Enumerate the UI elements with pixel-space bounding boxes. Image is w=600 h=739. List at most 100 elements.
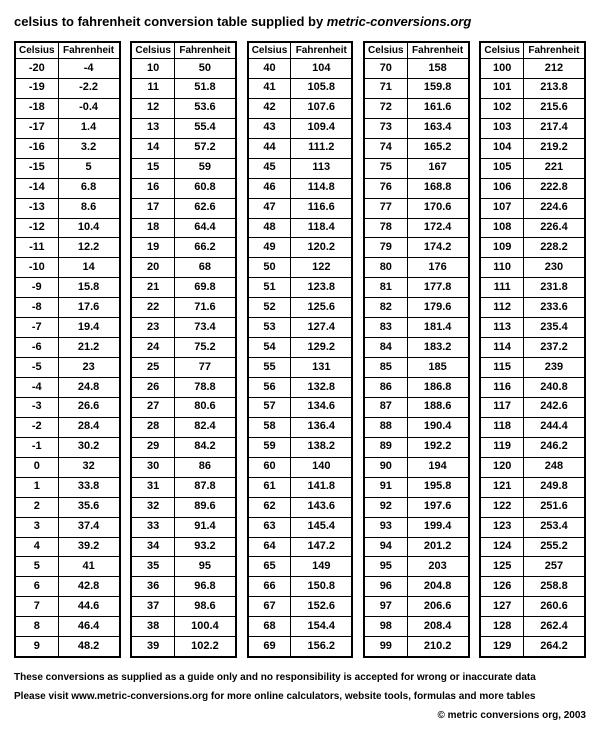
fahrenheit-cell: 113 [291, 158, 353, 178]
table-row: 1457.2 [131, 138, 236, 158]
fahrenheit-cell: 174.2 [407, 238, 469, 258]
fahrenheit-cell: 114.8 [291, 178, 353, 198]
fahrenheit-cell: 208.4 [407, 617, 469, 637]
table-row: 102215.6 [480, 98, 585, 118]
fahrenheit-cell: 253.4 [523, 517, 585, 537]
fahrenheit-cell: 82.4 [174, 417, 236, 437]
celsius-cell: -9 [15, 278, 58, 298]
celsius-cell: 38 [131, 617, 174, 637]
table-row: 1253.6 [131, 98, 236, 118]
fahrenheit-cell: 154.4 [291, 617, 353, 637]
celsius-cell: 71 [364, 78, 407, 98]
fahrenheit-cell: 185 [407, 358, 469, 378]
fahrenheit-cell: 201.2 [407, 537, 469, 557]
table-row: -424.8 [15, 378, 120, 398]
table-row: 235.6 [15, 497, 120, 517]
fahrenheit-cell: 206.6 [407, 597, 469, 617]
celsius-cell: 40 [248, 59, 291, 79]
celsius-cell: 18 [131, 218, 174, 238]
footer: These conversions as supplied as a guide… [14, 672, 586, 721]
fahrenheit-cell: 147.2 [291, 537, 353, 557]
fahrenheit-cell: 42.8 [58, 577, 120, 597]
col-header-celsius: Celsius [15, 42, 58, 59]
fahrenheit-cell: 104 [291, 59, 353, 79]
celsius-cell: -14 [15, 178, 58, 198]
fahrenheit-cell: 213.8 [523, 78, 585, 98]
table-row: 58136.4 [248, 417, 353, 437]
fahrenheit-cell: 264.2 [523, 637, 585, 657]
celsius-cell: -20 [15, 59, 58, 79]
table-row: -130.2 [15, 437, 120, 457]
table-row: 99210.2 [364, 637, 469, 657]
celsius-cell: 2 [15, 497, 58, 517]
table-row: 113235.4 [480, 318, 585, 338]
fahrenheit-cell: 41 [58, 557, 120, 577]
celsius-cell: -4 [15, 378, 58, 398]
fahrenheit-cell: -2.2 [58, 78, 120, 98]
celsius-cell: 62 [248, 497, 291, 517]
celsius-cell: 72 [364, 98, 407, 118]
fahrenheit-cell: 152.6 [291, 597, 353, 617]
table-row: 2984.2 [131, 437, 236, 457]
conversion-tables: CelsiusFahrenheit-20-4-19-2.2-18-0.4-171… [14, 41, 586, 658]
celsius-cell: 45 [248, 158, 291, 178]
celsius-cell: 11 [131, 78, 174, 98]
celsius-cell: 25 [131, 358, 174, 378]
table-row: -18-0.4 [15, 98, 120, 118]
celsius-cell: 53 [248, 318, 291, 338]
fahrenheit-cell: 224.6 [523, 198, 585, 218]
celsius-cell: 63 [248, 517, 291, 537]
celsius-cell: 85 [364, 358, 407, 378]
table-row: 120248 [480, 457, 585, 477]
fahrenheit-cell: 69.8 [174, 278, 236, 298]
celsius-cell: 26 [131, 378, 174, 398]
title-source: metric-conversions.org [327, 14, 472, 29]
table-row: 88190.4 [364, 417, 469, 437]
fahrenheit-cell: 221 [523, 158, 585, 178]
page-title: celsius to fahrenheit conversion table s… [14, 14, 586, 29]
celsius-cell: 75 [364, 158, 407, 178]
fahrenheit-cell: 77 [174, 358, 236, 378]
fahrenheit-cell: 260.6 [523, 597, 585, 617]
table-row: 744.6 [15, 597, 120, 617]
fahrenheit-cell: 118.4 [291, 218, 353, 238]
table-row: 109228.2 [480, 238, 585, 258]
fahrenheit-cell: 26.6 [58, 397, 120, 417]
table-row: 948.2 [15, 637, 120, 657]
celsius-cell: -5 [15, 358, 58, 378]
col-header-celsius: Celsius [480, 42, 523, 59]
celsius-cell: 5 [15, 557, 58, 577]
celsius-cell: 6 [15, 577, 58, 597]
table-row: 84183.2 [364, 338, 469, 358]
table-row: 104219.2 [480, 138, 585, 158]
celsius-cell: 74 [364, 138, 407, 158]
table-row: 93199.4 [364, 517, 469, 537]
celsius-cell: 79 [364, 238, 407, 258]
table-row: 69156.2 [248, 637, 353, 657]
table-row: 2678.8 [131, 378, 236, 398]
celsius-cell: 108 [480, 218, 523, 238]
table-row: 76168.8 [364, 178, 469, 198]
copyright-text: © metric conversions org, 2003 [14, 710, 586, 721]
fahrenheit-cell: 219.2 [523, 138, 585, 158]
celsius-cell: 13 [131, 118, 174, 138]
fahrenheit-cell: 66.2 [174, 238, 236, 258]
celsius-cell: 48 [248, 218, 291, 238]
celsius-cell: 21 [131, 278, 174, 298]
celsius-cell: 105 [480, 158, 523, 178]
table-row: 2780.6 [131, 397, 236, 417]
celsius-cell: 98 [364, 617, 407, 637]
table-row: 54129.2 [248, 338, 353, 358]
fahrenheit-cell: 125.6 [291, 298, 353, 318]
celsius-cell: 33 [131, 517, 174, 537]
table-row: 3086 [131, 457, 236, 477]
table-row: 90194 [364, 457, 469, 477]
table-row: 119246.2 [480, 437, 585, 457]
fahrenheit-cell: 204.8 [407, 577, 469, 597]
fahrenheit-cell: 23 [58, 358, 120, 378]
fahrenheit-cell: 39.2 [58, 537, 120, 557]
celsius-cell: -19 [15, 78, 58, 98]
table-row: 97206.6 [364, 597, 469, 617]
fahrenheit-cell: 123.8 [291, 278, 353, 298]
celsius-cell: 37 [131, 597, 174, 617]
